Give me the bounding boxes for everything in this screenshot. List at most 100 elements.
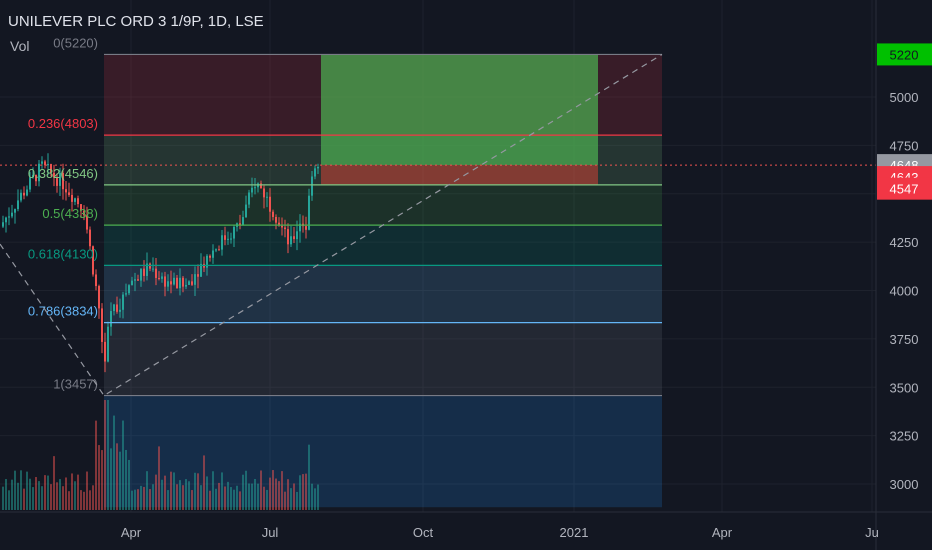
candle-body: [32, 174, 34, 178]
candle-body: [11, 212, 13, 217]
candle-body: [194, 274, 196, 285]
volume-bar: [77, 474, 79, 510]
volume-bar: [161, 479, 163, 510]
candle-body: [167, 281, 169, 287]
target-zone: [321, 54, 598, 166]
volume-bar: [140, 485, 142, 510]
candle-body: [191, 281, 193, 285]
price-label-bg: [877, 177, 932, 200]
candle-body: [134, 279, 136, 281]
volume-bar: [71, 473, 73, 510]
volume-bar: [278, 481, 280, 510]
price-tick-label: 5000: [890, 90, 919, 105]
candle-body: [188, 281, 190, 285]
candle-body: [272, 211, 274, 217]
volume-bar: [188, 481, 190, 510]
candle-body: [77, 198, 79, 205]
volume-bar: [311, 483, 313, 510]
stop-zone: [321, 165, 598, 185]
volume-bar: [116, 443, 118, 510]
candle-body: [71, 194, 73, 202]
candle-body: [233, 226, 235, 239]
volume-bar: [197, 473, 199, 510]
volume-bar: [227, 481, 229, 510]
time-tick-label: Ju: [865, 525, 879, 540]
time-tick-label: Apr: [712, 525, 733, 540]
fib-level-label: 0.382(4546): [28, 166, 98, 181]
long-position-tool[interactable]: [321, 54, 598, 185]
volume-bar: [206, 476, 208, 510]
volume-bar: [239, 491, 241, 510]
chart-grid: [0, 0, 876, 512]
volume-bar: [266, 489, 268, 510]
volume-bar: [143, 486, 145, 510]
volume-bar: [86, 471, 88, 510]
candle-body: [215, 249, 217, 251]
volume-bar: [215, 488, 217, 510]
price-tick-label: 4750: [890, 138, 919, 153]
candle-body: [260, 183, 262, 189]
volume-bar: [176, 484, 178, 510]
volume-bar: [2, 486, 4, 510]
volume-bar: [287, 479, 289, 510]
volume-bar: [314, 488, 316, 510]
candle-body: [149, 263, 151, 269]
volume-bar: [53, 456, 55, 510]
volume-bar: [200, 485, 202, 510]
candle-body: [173, 277, 175, 285]
candle-body: [140, 268, 142, 281]
fib-level-label: 0.618(4130): [28, 246, 98, 261]
volume-bar: [50, 484, 52, 510]
candle-body: [20, 192, 22, 201]
fib-zone-extension: [104, 395, 662, 508]
candle-body: [53, 172, 55, 178]
volume-bar: [299, 475, 301, 510]
candle-body: [107, 326, 109, 362]
candle-body: [89, 229, 91, 247]
candle-body: [68, 192, 70, 195]
volume-bar: [284, 491, 286, 510]
volume-bar: [170, 471, 172, 510]
candle-body: [299, 223, 301, 232]
volume-bar: [191, 490, 193, 510]
fib-level-label: 0(5220): [53, 35, 98, 50]
time-tick-label: 2021: [560, 525, 589, 540]
volume-bar: [290, 488, 292, 510]
candle-body: [38, 163, 40, 182]
candle-body: [80, 204, 82, 211]
volume-bar: [14, 470, 16, 510]
candle-body: [284, 227, 286, 230]
fib-trend-line[interactable]: [0, 53, 663, 397]
candle-body: [242, 217, 244, 226]
candle-body: [218, 249, 220, 251]
volume-bar: [158, 446, 160, 510]
candle-body: [158, 277, 160, 279]
time-axis[interactable]: Apr Jul Oct 2021 Apr Ju: [121, 525, 879, 540]
volume-bar: [149, 489, 151, 510]
volume-bar: [26, 471, 28, 510]
candle-body: [164, 276, 166, 287]
volume-bar: [302, 474, 304, 510]
candle-body: [206, 255, 208, 268]
candle-body: [131, 280, 133, 286]
candle-body: [101, 308, 103, 342]
candle-body: [74, 198, 76, 202]
fib-zone: [104, 265, 662, 323]
candle-body: [14, 209, 16, 213]
price-tick-label: 4250: [890, 235, 919, 250]
candle-body: [227, 238, 229, 240]
volume-bar: [209, 490, 211, 510]
volume-bar: [83, 491, 85, 510]
volume-bar: [212, 471, 214, 510]
fibonacci-levels[interactable]: 0(5220) 0.236(4803) 0.382(4546) 0.5(4338) 0.…: [28, 35, 662, 397]
volume-legend: Vol: [10, 38, 30, 54]
candle-body: [5, 217, 7, 223]
price-axis[interactable]: 300032503500375040004250450047505000: [890, 90, 919, 492]
volume-bar: [224, 486, 226, 510]
volume-bar: [35, 477, 37, 510]
volume-bar: [257, 483, 259, 510]
candle-body: [263, 188, 265, 198]
price-label: 5220: [890, 47, 919, 62]
volume-bar: [293, 483, 295, 510]
